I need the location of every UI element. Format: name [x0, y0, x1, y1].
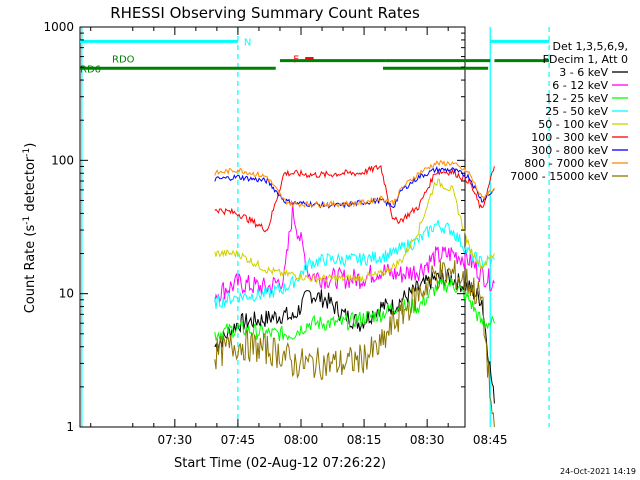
legend-entry: 6 - 12 keV — [552, 79, 608, 92]
axes: 07:30 07:45 08:00 08:15 08:30 08:45 1 10 100 1000 — [43, 20, 507, 447]
legend-header: FDecim 1, Att 0 — [543, 53, 628, 66]
legend-entry: 800 - 7000 keV — [524, 157, 608, 170]
legend-entry: 50 - 100 keV — [538, 118, 608, 131]
y-tick-label: 100 — [51, 153, 74, 167]
series-line — [214, 260, 495, 428]
series-line — [214, 178, 495, 285]
x-axis-label: Start Time (02-Aug-12 07:26:22) — [174, 456, 386, 471]
x-tick-label: 08:00 — [284, 433, 319, 447]
y-tick-label: 10 — [59, 287, 74, 301]
flag-label: RDO — [112, 55, 135, 66]
legend-entry: 7000 - 15000 keV — [510, 170, 608, 183]
flag-bars: NFRDORD6 — [80, 37, 550, 75]
y-tick-label: 1 — [66, 420, 74, 434]
legend-entry: 12 - 25 keV — [545, 92, 608, 105]
x-tick-label: 08:15 — [347, 433, 382, 447]
series-line — [214, 219, 495, 310]
flag-label: N — [244, 37, 251, 48]
series-group — [214, 159, 495, 428]
x-tick-label: 07:45 — [221, 433, 256, 447]
legend-header: Det 1,3,5,6,9, — [552, 40, 628, 53]
series-line — [214, 269, 495, 404]
chart-title: RHESSI Observing Summary Count Rates — [110, 4, 420, 22]
legend-entry: 300 - 800 keV — [531, 144, 608, 157]
x-tick-label: 07:30 — [158, 433, 193, 447]
legend: Det 1,3,5,6,9,FDecim 1, Att 03 - 6 keV6 … — [510, 40, 628, 183]
series-line — [214, 202, 495, 304]
flag-label: RD6 — [80, 64, 101, 75]
y-axis-label: Count Rate (s-1 detector-1) — [22, 143, 38, 314]
legend-entry: 25 - 50 keV — [545, 105, 608, 118]
series-line — [214, 159, 495, 208]
vertical-markers — [81, 27, 550, 427]
plot-frame — [79, 26, 466, 428]
footer-date: 24-Oct-2021 14:19 — [560, 467, 636, 476]
x-tick-label: 08:45 — [473, 433, 508, 447]
series-line — [214, 277, 495, 342]
series-line — [214, 164, 495, 233]
x-tick-label: 08:30 — [410, 433, 445, 447]
plot-area — [79, 26, 466, 428]
legend-entry: 3 - 6 keV — [559, 66, 608, 79]
legend-entry: 100 - 300 keV — [531, 131, 608, 144]
y-tick-label: 1000 — [43, 20, 74, 34]
